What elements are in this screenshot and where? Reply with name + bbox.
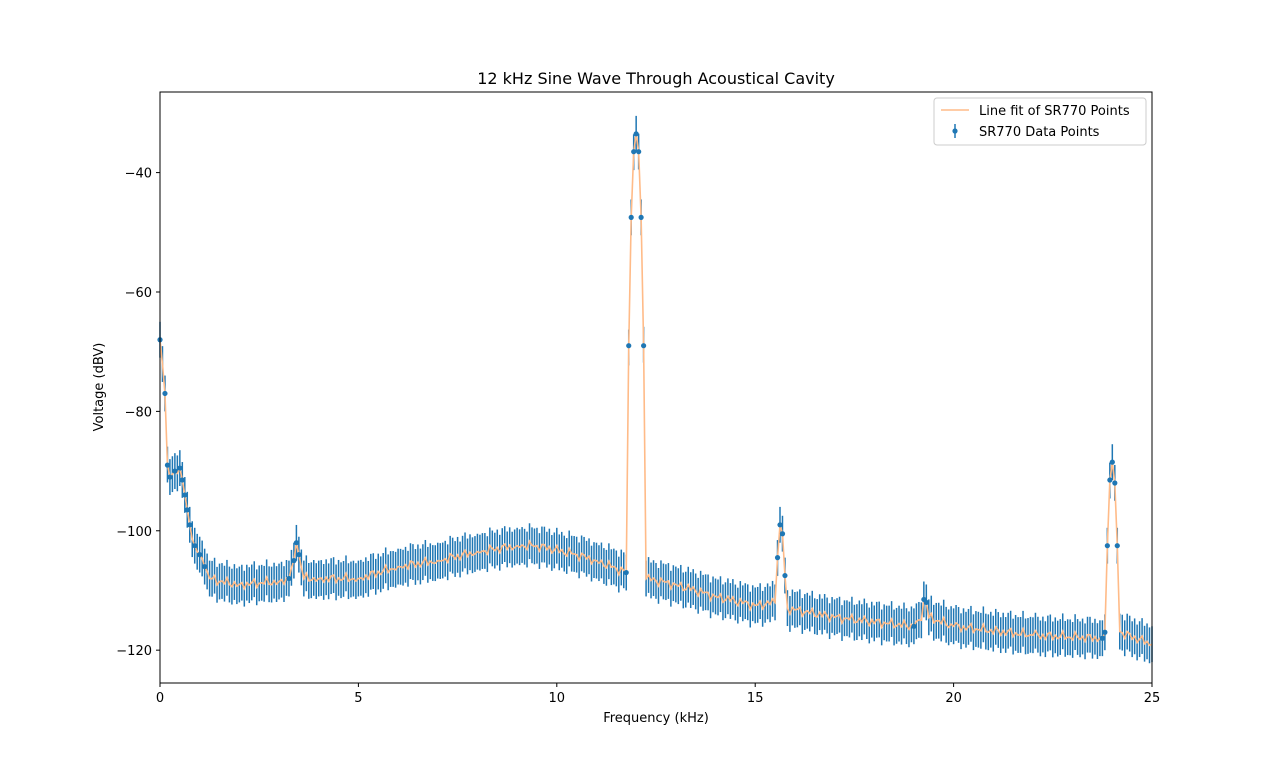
y-axis-ticks: −40 −60 −80 −100 −120 [116, 167, 160, 659]
data-point [291, 558, 297, 564]
x-tick-label: 10 [549, 691, 566, 706]
x-tick-label: 25 [1144, 691, 1161, 706]
legend-box [933, 97, 1147, 146]
x-tick-label: 0 [156, 691, 164, 706]
data-point [631, 149, 637, 155]
chart-title: 12 kHz Sine Wave Through Acoustical Cavi… [477, 69, 835, 88]
legend-entry-fit: Line fit of SR770 Points [979, 104, 1130, 119]
data-point [182, 492, 188, 498]
data-point [202, 563, 208, 570]
legend: Line fit of SR770 Points SR770 Data Poin… [933, 97, 1147, 146]
y-tick-label: −100 [116, 525, 152, 540]
data-points [157, 131, 1120, 641]
data-point [1114, 543, 1120, 549]
data-point [633, 131, 639, 137]
plot-frame [159, 91, 1153, 684]
data-point [286, 575, 292, 582]
fit-line [159, 133, 1153, 647]
data-point [638, 214, 644, 220]
data-point [177, 465, 183, 471]
data-point [184, 507, 190, 513]
data-point [197, 552, 203, 558]
y-tick-label: −60 [125, 286, 152, 301]
data-point [911, 623, 917, 629]
data-point [626, 343, 632, 349]
x-axis-ticks: 0 5 10 15 20 25 [156, 683, 1160, 706]
legend-entry-data: SR770 Data Points [979, 125, 1100, 140]
data-point [779, 531, 786, 537]
x-axis-label: Frequency (kHz) [603, 711, 709, 726]
data-point [1099, 635, 1105, 641]
data-point [623, 569, 629, 576]
data-point [187, 522, 193, 528]
plot-area [157, 115, 1153, 664]
data-point [1107, 477, 1113, 483]
data-point [774, 555, 781, 561]
data-point [923, 599, 929, 606]
data-point [782, 572, 788, 579]
data-point [641, 343, 647, 349]
data-point [1104, 543, 1110, 549]
data-point [296, 552, 302, 558]
y-tick-label: −120 [116, 644, 152, 659]
data-point [777, 522, 783, 528]
data-point [628, 214, 634, 220]
data-point [167, 474, 173, 480]
x-tick-label: 15 [747, 691, 764, 706]
data-point [1109, 459, 1115, 465]
y-tick-label: −80 [125, 405, 152, 420]
y-tick-label: −40 [125, 167, 152, 182]
x-tick-label: 20 [945, 691, 962, 706]
x-tick-label: 5 [354, 691, 362, 706]
data-point [162, 390, 168, 397]
legend-point-swatch [952, 128, 958, 134]
data-point [1112, 480, 1118, 486]
data-point [164, 462, 171, 468]
y-axis-label: Voltage (dBV) [92, 343, 107, 432]
data-point [293, 540, 300, 546]
data-point [172, 468, 178, 474]
data-point [179, 477, 185, 483]
data-point [1102, 629, 1108, 635]
data-point [192, 543, 198, 549]
data-point [636, 149, 642, 155]
